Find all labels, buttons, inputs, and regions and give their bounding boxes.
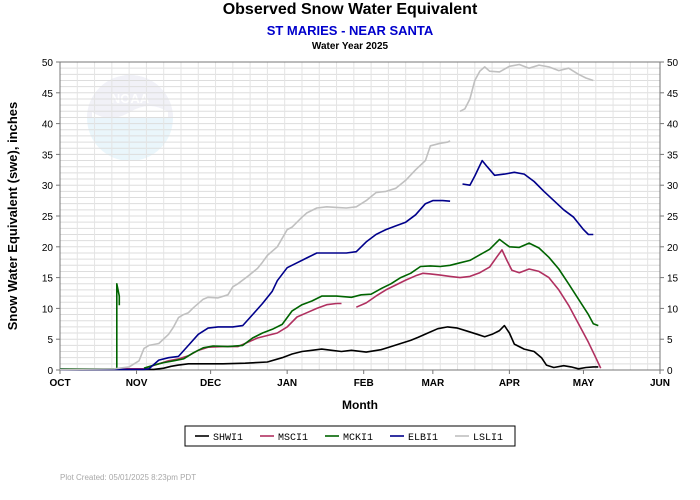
chart-subtitle: ST MARIES - NEAR SANTA xyxy=(266,23,434,38)
x-tick-label: FEB xyxy=(354,378,374,389)
x-tick-label: JAN xyxy=(277,378,297,389)
y-tick-label: 0 xyxy=(47,366,53,377)
y-tick-label: 40 xyxy=(42,120,54,131)
x-tick-label: DEC xyxy=(200,378,221,389)
series-line-msci1 xyxy=(60,302,342,370)
y-tick-label: 35 xyxy=(42,150,54,161)
y-tick-label-right: 30 xyxy=(667,181,679,192)
y-tick-label-right: 15 xyxy=(667,274,679,285)
y-tick-label: 15 xyxy=(42,274,54,285)
legend-label: LSLI1 xyxy=(473,433,503,444)
y-tick-label: 50 xyxy=(42,58,54,69)
series-line-msci1 xyxy=(355,249,602,369)
series-elbi1 xyxy=(60,159,594,371)
legend-box xyxy=(184,425,516,447)
x-tick-label: JUN xyxy=(650,378,670,389)
y-tick-label: 30 xyxy=(42,181,54,192)
x-axis-label: Month xyxy=(342,398,378,412)
noaa-logo-icon: NOAA xyxy=(87,75,173,161)
legend-label: ELBI1 xyxy=(408,433,438,444)
y-tick-label-right: 10 xyxy=(667,304,679,315)
series-line-elbi1 xyxy=(462,159,594,236)
y-tick-label-right: 5 xyxy=(667,335,673,346)
legend-label: SHWI1 xyxy=(213,433,243,444)
legend: SHWI1 MSCI1 MCKI1 ELBI1 LSLI1 xyxy=(184,425,516,447)
legend-label: MCKI1 xyxy=(343,433,373,444)
series-shwi1 xyxy=(60,324,599,371)
series-line-lsli1 xyxy=(459,63,594,113)
y-tick-label: 45 xyxy=(42,89,54,100)
x-tick-label: APR xyxy=(499,378,521,389)
x-tick-label: OCT xyxy=(49,378,70,389)
series-line-elbi1 xyxy=(60,199,451,371)
y-tick-label-right: 45 xyxy=(667,89,679,100)
x-tick-label: MAY xyxy=(573,378,595,389)
series-line-lsli1 xyxy=(59,140,451,371)
legend-label: MSCI1 xyxy=(278,433,308,444)
y-tick-label-right: 20 xyxy=(667,243,679,254)
y-tick-label-right: 35 xyxy=(667,150,679,161)
y-tick-label: 5 xyxy=(47,335,53,346)
y-tick-label-right: 40 xyxy=(667,120,679,131)
plot-created-footer: Plot Created: 05/01/2025 8:23pm PDT xyxy=(60,473,197,482)
series-line-mcki1 xyxy=(143,238,599,369)
y-axis-label: Snow Water Equivalent (swe), inches xyxy=(5,102,20,331)
x-tick-label: MAR xyxy=(421,378,445,389)
y-tick-label: 25 xyxy=(42,212,54,223)
series-line-shwi1 xyxy=(60,324,599,371)
chart-caption: Water Year 2025 xyxy=(311,41,389,52)
y-tick-label-right: 0 xyxy=(667,366,673,377)
y-tick-label: 20 xyxy=(42,243,54,254)
chart-title: Observed Snow Water Equivalent xyxy=(222,1,478,18)
y-tick-label: 10 xyxy=(42,304,54,315)
x-tick-label: NOV xyxy=(126,378,148,389)
series-lsli1 xyxy=(59,63,594,371)
series-msci1 xyxy=(60,249,602,370)
y-tick-label-right: 25 xyxy=(667,212,679,223)
y-tick-label-right: 50 xyxy=(667,58,679,69)
